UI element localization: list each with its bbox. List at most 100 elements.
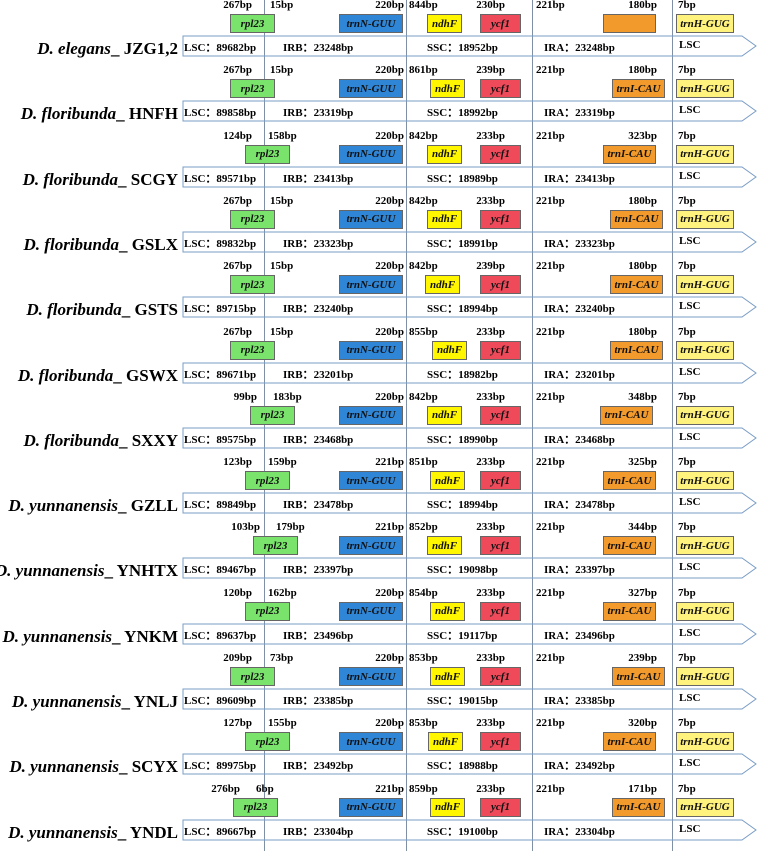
region-length: 89715bp <box>216 303 257 316</box>
lsc-length-label: LSC：89975bp <box>184 757 256 773</box>
genome-row: D. floribunda_ GSLX 267bp 15bp 220bp 842bp 23… <box>0 194 758 261</box>
genome-bar <box>182 819 757 841</box>
ssc-length-label: SSC：18988bp <box>427 757 498 773</box>
region-name: IRB： <box>283 564 314 577</box>
species-genus: D. elegans <box>37 39 111 58</box>
distance-label: 267bp <box>223 194 252 207</box>
region-name: SSC： <box>427 172 459 185</box>
ira-length-label: IRA：23323bp <box>544 235 615 251</box>
rpl23-gene: rpl23 <box>230 79 275 99</box>
region-name: SSC： <box>427 107 459 120</box>
distance-label: 73bp <box>270 652 294 664</box>
species-label: D. yunnanensis_ GZLL <box>8 496 178 516</box>
genome-row: D. yunnanensis_ YNLJ 209bp 73bp 220bp 853bp 2… <box>0 652 758 718</box>
distance-label: 15bp <box>270 0 294 11</box>
region-length: 18952bp <box>458 42 498 54</box>
region-length: 89849bp <box>216 499 257 512</box>
irb-length-label: IRB：23323bp <box>283 235 353 251</box>
genome-bar <box>182 362 757 383</box>
lsc-length-label: LSC：89667bp <box>184 823 256 839</box>
species-label: D. floribunda_ HNFH <box>21 104 178 124</box>
distance-label: 220bp <box>375 129 404 142</box>
region-name: LSC： <box>184 433 217 446</box>
distance-label: 209bp <box>223 652 252 664</box>
ycf1-gene: ycf1 <box>480 275 521 295</box>
region-length: 18988bp <box>458 760 498 773</box>
distance-label: 267bp <box>223 0 252 11</box>
ssc-length-label: SSC：19015bp <box>427 692 498 708</box>
region-length: 23492bp <box>313 760 354 773</box>
region-length: 89575bp <box>216 433 257 446</box>
region-length: 23201bp <box>575 368 615 381</box>
ycf1-gene: ycf1 <box>480 340 521 360</box>
ira-length-label: IRA：23397bp <box>544 561 615 577</box>
rpl23-gene: rpl23 <box>253 536 298 556</box>
region-length: 89467bp <box>216 564 257 577</box>
distance-label: 233bp <box>476 390 505 403</box>
distance-label: 233bp <box>476 782 505 795</box>
genome-row: D. yunnanensis_ YNDL 276bp 6bp 221bp 859bp 23… <box>0 782 758 849</box>
ssc-length-label: SSC：18991bp <box>427 235 498 251</box>
population-code: SCGY <box>126 169 178 189</box>
region-length: 19100bp <box>458 825 498 838</box>
distance-label: 221bp <box>536 129 565 142</box>
ira-length-label: IRA：23468bp <box>544 431 615 447</box>
region-name: IRB： <box>283 499 314 512</box>
trnN-GUU-gene: trnN-GUU <box>339 340 403 360</box>
region-name: SSC： <box>427 237 459 250</box>
distance-label: 327bp <box>628 586 657 599</box>
population-code: GSLX <box>127 234 178 254</box>
lsc-length-label: LSC：89571bp <box>184 170 256 186</box>
region-length: 19015bp <box>458 695 498 707</box>
irb-length-label: IRB：23397bp <box>283 561 353 577</box>
irb-length-label: IRB：23413bp <box>283 170 353 186</box>
region-length: 89637bp <box>216 629 257 642</box>
ira-length-label: IRA：23385bp <box>544 692 615 708</box>
distance-label: 220bp <box>375 586 404 599</box>
irb-length-label: IRB：23240bp <box>283 300 353 316</box>
distance-label: 221bp <box>375 456 404 469</box>
distance-label: 15bp <box>270 260 294 273</box>
genome-row: D. floribunda_ SXXY 99bp 183bp 220bp 842bp 23… <box>0 390 758 457</box>
irb-length-label: IRB：23496bp <box>283 627 353 643</box>
region-length: 23492bp <box>575 760 615 773</box>
distance-label: 233bp <box>476 717 505 730</box>
region-name: LSC： <box>184 564 217 577</box>
region-name: SSC： <box>427 760 459 773</box>
species-label: D. yunnanensis_ SCYX <box>9 757 178 777</box>
distance-label: 853bp <box>409 652 438 664</box>
trnH-GUG-gene: trnH-GUG <box>676 14 734 33</box>
genome-bar <box>182 296 757 318</box>
distance-label: 233bp <box>476 325 505 338</box>
distance-label: 842bp <box>409 390 438 403</box>
lsc-end-label: LSC <box>679 365 701 378</box>
lsc-length-label: LSC：89671bp <box>184 366 256 382</box>
distance-label: 180bp <box>628 325 657 338</box>
ssc-length-label: SSC：18992bp <box>427 104 498 120</box>
genome-bar-outline <box>182 100 757 122</box>
region-name: LSC： <box>184 303 217 316</box>
ssc-length-label: SSC：18990bp <box>427 431 498 447</box>
distance-label: 239bp <box>628 652 657 664</box>
ira-length-label: IRA：23496bp <box>544 627 615 643</box>
region-name: IRA： <box>544 237 576 250</box>
region-length: 23496bp <box>313 629 354 642</box>
region-name: LSC： <box>184 368 217 381</box>
species-genus: D. floribunda <box>20 104 117 124</box>
region-length: 89671bp <box>216 368 257 381</box>
genome-row: D. yunnanensis_ YNKM 120bp 162bp 220bp 854bp… <box>0 586 758 653</box>
junction-line-jlb <box>264 0 265 851</box>
distance-label: 325bp <box>628 456 657 469</box>
region-name: IRA： <box>544 107 576 120</box>
region-length: 89975bp <box>216 760 257 773</box>
distance-label: 323bp <box>628 129 657 142</box>
distance-label: 233bp <box>476 194 505 207</box>
rpl23-gene: rpl23 <box>230 340 275 360</box>
region-name: IRB： <box>283 42 314 54</box>
region-length: 19098bp <box>458 564 498 577</box>
ssc-length-label: SSC：18952bp <box>427 39 498 55</box>
distance-label: 842bp <box>409 129 438 142</box>
species-label: D. floribunda_ SXXY <box>24 431 178 451</box>
ssc-length-label: SSC：18989bp <box>427 170 498 186</box>
